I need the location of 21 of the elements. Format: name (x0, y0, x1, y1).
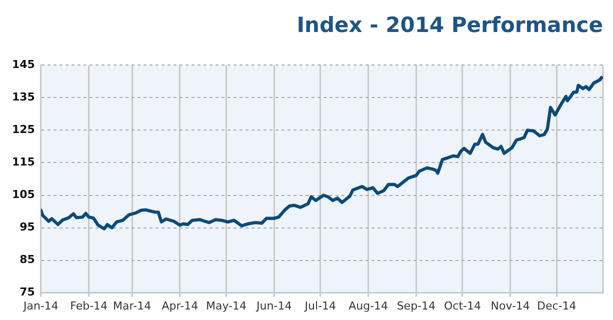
y-tick-label: 85 (20, 253, 35, 266)
x-tick-label: May-14 (206, 299, 247, 312)
x-tick-label: Nov-14 (490, 299, 530, 312)
x-tick-label: Jan-14 (22, 299, 58, 312)
x-tick-label: Aug-14 (348, 299, 388, 312)
x-tick-label: Feb-14 (70, 299, 108, 312)
y-tick-label: 125 (12, 123, 35, 136)
x-tick-label: Dec-14 (537, 299, 576, 312)
y-tick-label: 75 (20, 286, 35, 299)
x-tick-label: Jul-14 (304, 299, 336, 312)
x-tick-label: Jun-14 (256, 299, 292, 312)
y-tick-label: 145 (12, 58, 35, 72)
x-tick-label: Mar-14 (113, 299, 152, 312)
x-tick-label: Apr-14 (162, 299, 198, 312)
y-tick-label: 115 (12, 156, 35, 169)
y-tick-label: 95 (20, 220, 35, 234)
y-tick-label: 135 (12, 90, 35, 104)
chart-title: Index - 2014 Performance (296, 13, 603, 38)
x-tick-label: Sep-14 (396, 299, 436, 312)
x-tick-label: Oct-14 (444, 299, 481, 312)
y-tick-label: 105 (12, 188, 35, 202)
